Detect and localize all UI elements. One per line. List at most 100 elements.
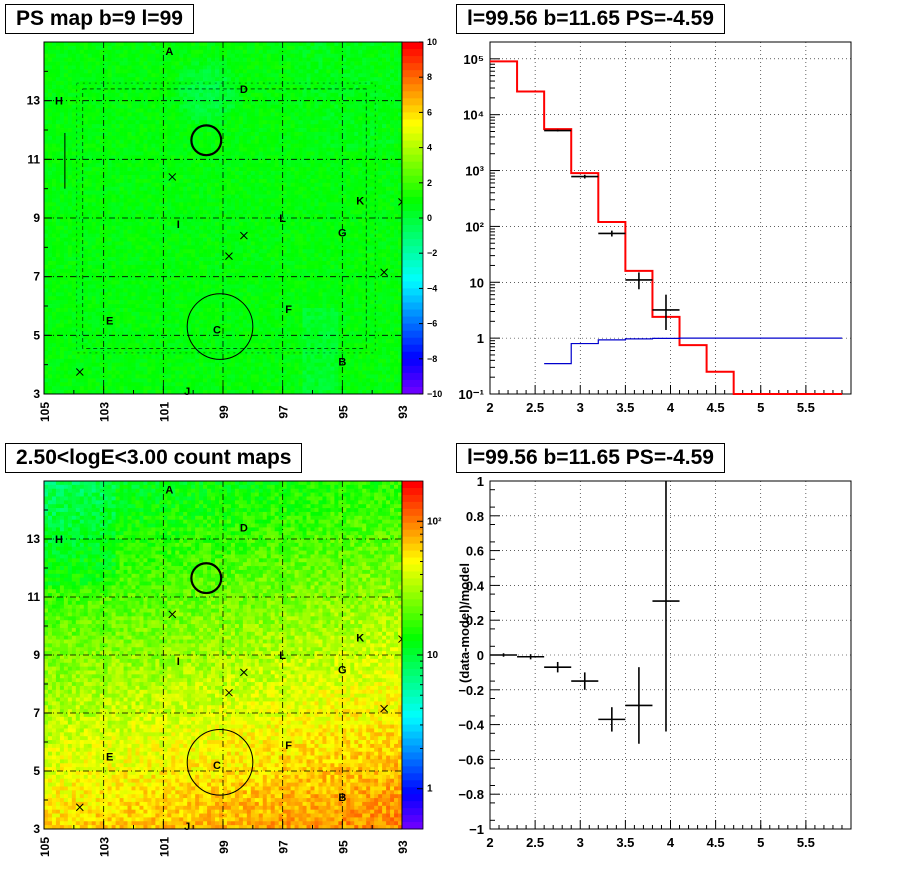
residual-x-tick-label: 5 [757,835,764,850]
residual-x-tick-label: 4 [667,835,675,850]
region-label: D [240,522,248,534]
region-label: E [106,752,113,764]
source-marker [168,173,177,181]
source-marker [75,368,84,376]
residual-point [544,661,572,673]
target-circle [190,124,223,157]
residual-y-axis-label: (data-model)/model [457,563,472,683]
map-title: PS map b=9 l=99 [5,4,194,34]
colorbar-tick-label: −2 [427,248,437,258]
region-label: K [356,195,364,207]
residual-x-tick-label: 3 [577,835,584,850]
colorbar-tick-label: 10² [427,516,442,527]
spectrum-y-tick-label: 10 [470,275,484,290]
colorbar [402,42,423,395]
region-label: E [106,316,113,328]
roi-box [82,88,367,349]
y-tick-label: 7 [33,270,40,284]
residual-point [652,481,680,732]
region-label: K [356,633,364,645]
x-tick-label: 95 [336,840,350,854]
spectrum-x-tick-label: 3.5 [616,400,634,415]
colorbar-tick-label: 4 [427,143,432,153]
region-label: G [338,228,347,240]
region-label: L [279,213,286,225]
residual-y-tick-label: 0.6 [466,544,484,559]
x-tick-label: 93 [396,840,410,854]
region-label: C [213,760,221,772]
y-tick-label: 3 [33,822,40,836]
y-tick-label: 5 [33,328,40,342]
region-label: J [184,386,190,398]
colorbar-tick-label: 0 [427,213,432,223]
countmap-title: 2.50<logE<3.00 count maps [5,443,303,473]
residual-y-tick-label: 0.8 [466,509,484,524]
colorbar-tick-label: −8 [427,354,437,364]
source-marker [380,268,388,277]
x-tick-label: 97 [277,840,291,854]
source-marker [168,610,177,619]
x-tick-label: 101 [157,837,171,857]
spectrum-x-tick-label: 3 [577,400,584,415]
colorbar-tick-label: 1 [427,784,433,795]
residual-y-tick-label: 1 [477,474,484,489]
x-tick-label: 103 [98,837,112,857]
region-label: G [338,665,347,677]
y-tick-label: 13 [27,94,41,108]
spectrum-y-tick-label: 10² [465,219,484,234]
x-tick-label: 103 [98,402,112,422]
region-label: H [55,96,63,108]
residual-x-tick-label: 2.5 [526,835,544,850]
y-tick-label: 7 [33,706,40,720]
x-tick-label: 97 [277,405,291,419]
x-tick-label: 105 [38,837,52,857]
source-marker [225,688,233,697]
residual-y-tick-label: −0.4 [458,718,484,733]
data-point [625,272,653,290]
region-label: F [285,740,292,752]
y-tick-label: 11 [27,152,40,166]
residual-x-tick-label: 5.5 [797,835,815,850]
residual-point [490,653,518,657]
region-circle [186,728,254,796]
region-label: J [184,821,190,833]
source-marker [240,231,248,240]
x-tick-label: 99 [217,405,231,419]
residual-y-tick-label: 0 [477,648,484,663]
data-point [652,294,680,330]
spectrum-x-tick-label: 4 [667,400,675,415]
target-circle [190,562,223,595]
x-tick-label: 95 [336,405,350,419]
colorbar-tick-label: 8 [427,72,432,82]
spectrum-x-tick-label: 2 [486,400,493,415]
spectrum-x-tick-label: 5 [757,400,764,415]
residual-point [625,667,653,744]
spectrum-title: l=99.56 b=11.65 PS=-4.59 [456,4,725,34]
residual-point [571,672,599,690]
spectrum-y-tick-label: 10⁴ [463,108,484,123]
region-circle [186,293,254,360]
x-tick-label: 101 [157,402,171,422]
spectrum-y-tick-label: 10³ [465,164,484,179]
residual-point [517,654,545,660]
x-tick-label: 99 [217,840,231,854]
residual-y-tick-label: −1 [469,822,484,837]
region-label: C [213,324,221,336]
colorbar-tick-label: 10 [427,650,439,661]
residual-point [598,707,626,732]
y-tick-label: 3 [33,387,40,401]
data-point [544,129,572,132]
region-label: B [338,792,346,804]
count-map-cells [44,481,403,830]
residual-y-tick-label: 0.4 [466,578,485,593]
spectrum-x-tick-label: 2.5 [526,400,544,415]
data-point [598,230,626,237]
colorbar [402,481,423,830]
spectrum-y-tick-label: 10⁵ [463,52,484,67]
colorbar-tick-label: −10 [427,389,442,399]
source-marker [225,252,233,260]
x-tick-label: 105 [38,402,52,422]
colorbar-tick-label: 6 [427,107,432,117]
region-label: L [279,650,286,662]
